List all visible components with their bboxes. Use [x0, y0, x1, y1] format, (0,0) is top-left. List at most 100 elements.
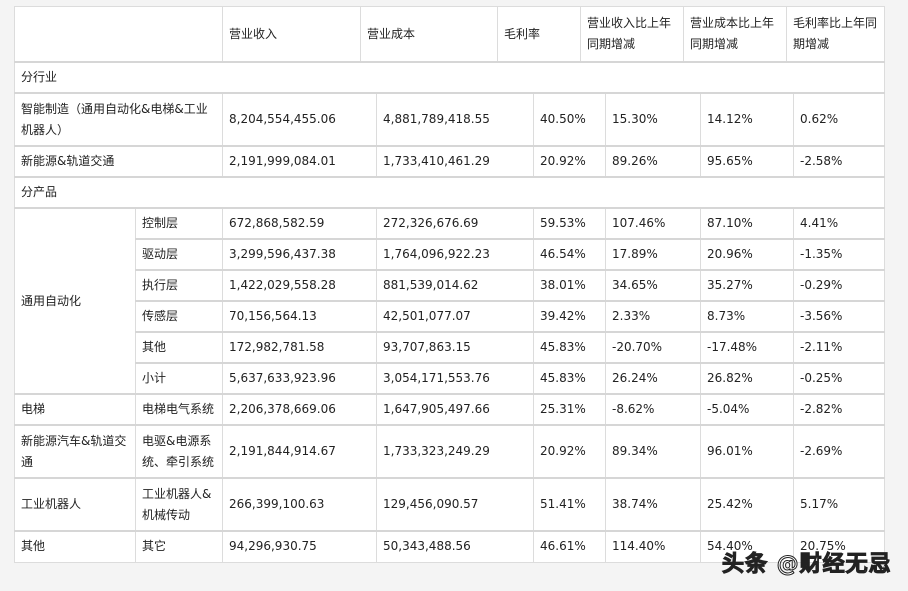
cost-yoy-cell: 35.27% — [700, 269, 794, 302]
gross-margin-cell: 39.42% — [533, 300, 606, 333]
table-row: 新能源&轨道交通 2,191,999,084.01 1,733,410,461.29… — [14, 145, 886, 178]
gross-margin-cell: 59.53% — [533, 207, 606, 240]
cost-cell: 1,647,905,497.66 — [376, 393, 534, 426]
revenue-yoy-cell: 2.33% — [605, 300, 701, 333]
gross-margin-cell: 45.83% — [533, 362, 606, 395]
revenue-cell: 8,204,554,455.06 — [222, 92, 377, 147]
cost-cell: 1,764,096,922.23 — [376, 238, 534, 271]
table-row: 电梯 电梯电气系统 2,206,378,669.06 1,647,905,497.66… — [14, 393, 886, 426]
group-cell: 通用自动化 — [14, 207, 136, 395]
column-header: 毛利率比上年同期增减 — [786, 6, 885, 62]
revenue-yoy-cell: 107.46% — [605, 207, 701, 240]
section-row: 分产品 — [13, 176, 886, 209]
watermark: 头条 @财经无忌 — [722, 552, 892, 578]
section-row: 分行业 — [13, 61, 886, 94]
gross-margin-cell: 25.31% — [533, 393, 606, 426]
cost-cell: 881,539,014.62 — [376, 269, 534, 302]
cost-yoy-cell: -17.48% — [700, 331, 794, 364]
table-row: 通用自动化 控制层 672,868,582.59 272,326,676.69 59.5… — [14, 207, 886, 395]
gross-margin-cell: 38.01% — [533, 269, 606, 302]
margin-yoy-cell: -0.25% — [792, 362, 886, 395]
revenue-yoy-cell: 34.65% — [605, 269, 701, 302]
column-header — [14, 6, 223, 62]
cost-yoy-cell: 95.65% — [700, 145, 794, 178]
margin-yoy-cell: -2.82% — [792, 393, 886, 426]
cost-yoy-cell: 26.82% — [700, 362, 794, 395]
revenue-yoy-cell: 15.30% — [605, 92, 701, 147]
margin-yoy-cell: -2.69% — [792, 424, 886, 479]
cost-cell: 272,326,676.69 — [376, 207, 534, 240]
revenue-cell: 70,156,564.13 — [222, 300, 377, 333]
product-cell: 执行层 — [135, 269, 223, 302]
revenue-cell: 3,299,596,437.38 — [222, 238, 377, 271]
table-row: 小计 5,637,633,923.96 3,054,171,553.76 45.83%… — [15, 362, 886, 395]
gross-margin-cell: 46.54% — [533, 238, 606, 271]
margin-yoy-cell: 0.62% — [792, 92, 886, 147]
section-title: 分产品 — [13, 176, 886, 209]
revenue-cell: 1,422,029,558.28 — [222, 269, 377, 302]
margin-yoy-cell: 20.75% — [792, 530, 886, 563]
revenue-cell: 5,637,633,923.96 — [222, 362, 377, 395]
cost-yoy-cell: 25.42% — [700, 477, 794, 532]
cost-cell: 129,456,090.57 — [376, 477, 534, 532]
revenue-cell: 2,206,378,669.06 — [222, 393, 377, 426]
cost-cell: 50,343,488.56 — [376, 530, 534, 563]
cost-yoy-cell: -5.04% — [700, 393, 794, 426]
column-header: 营业成本 — [360, 6, 498, 62]
table-header: 营业收入 营业成本 毛利率 营业收入比上年同期增减 营业成本比上年同期增减 毛利率比上年同… — [14, 6, 885, 62]
cost-yoy-cell: 54.40% — [700, 530, 794, 563]
product-cell: 驱动层 — [135, 238, 223, 271]
cost-yoy-cell: 87.10% — [700, 207, 794, 240]
table-row: 智能制造（通用自动化&电梯&工业机器人） 8,204,554,455.06 4,88… — [14, 92, 886, 147]
group-cell: 电梯 — [14, 393, 136, 426]
cost-cell: 93,707,863.15 — [376, 331, 534, 364]
cost-yoy-cell: 20.96% — [700, 238, 794, 271]
revenue-cell: 672,868,582.59 — [222, 207, 377, 240]
revenue-cell: 94,296,930.75 — [222, 530, 377, 563]
margin-yoy-cell: -2.58% — [792, 145, 886, 178]
column-header: 营业收入 — [222, 6, 361, 62]
table-row: 传感层 70,156,564.13 42,501,077.07 39.42% 2.33%… — [15, 300, 886, 333]
revenue-cell: 2,191,999,084.01 — [222, 145, 377, 178]
gross-margin-cell: 51.41% — [533, 477, 606, 532]
product-cell: 工业机器人&机械传动 — [135, 477, 223, 532]
revenue-yoy-cell: 17.89% — [605, 238, 701, 271]
revenue-yoy-cell: 26.24% — [605, 362, 701, 395]
revenue-cell: 266,399,100.63 — [222, 477, 377, 532]
table-row: 工业机器人 工业机器人&机械传动 266,399,100.63 129,456,090… — [14, 477, 886, 532]
product-cell: 控制层 — [135, 207, 223, 240]
cost-cell: 4,881,789,418.55 — [376, 92, 534, 147]
gross-margin-cell: 46.61% — [533, 530, 606, 563]
column-header: 毛利率 — [497, 6, 581, 62]
margin-yoy-cell: 4.41% — [792, 207, 886, 240]
margin-yoy-cell: -0.29% — [792, 269, 886, 302]
product-cell: 其它 — [135, 530, 223, 563]
gross-margin-cell: 40.50% — [533, 92, 606, 147]
industry-cell: 新能源&轨道交通 — [14, 145, 223, 178]
revenue-yoy-cell: 38.74% — [605, 477, 701, 532]
product-cell: 电梯电气系统 — [135, 393, 223, 426]
group-cell: 其他 — [14, 530, 136, 563]
margin-yoy-cell: -1.35% — [792, 238, 886, 271]
cost-cell: 3,054,171,553.76 — [376, 362, 534, 395]
revenue-yoy-cell: 114.40% — [605, 530, 701, 563]
product-cell: 电驱&电源系统、牵引系统 — [135, 424, 223, 479]
industry-cell: 智能制造（通用自动化&电梯&工业机器人） — [14, 92, 223, 147]
revenue-yoy-cell: 89.26% — [605, 145, 701, 178]
revenue-table: 分行业 智能制造（通用自动化&电梯&工业机器人） 8,204,554,455.06 4… — [13, 61, 886, 563]
table-row: 执行层 1,422,029,558.28 881,539,014.62 38.01% 3… — [15, 269, 886, 302]
margin-yoy-cell: 5.17% — [792, 477, 886, 532]
column-header: 营业成本比上年同期增减 — [683, 6, 787, 62]
cost-cell: 1,733,323,249.29 — [376, 424, 534, 479]
revenue-yoy-cell: -8.62% — [605, 393, 701, 426]
cost-yoy-cell: 8.73% — [700, 300, 794, 333]
section-title: 分行业 — [13, 61, 886, 94]
product-cell: 传感层 — [135, 300, 223, 333]
cost-yoy-cell: 14.12% — [700, 92, 794, 147]
revenue-yoy-cell: -20.70% — [605, 331, 701, 364]
gross-margin-cell: 20.92% — [533, 424, 606, 479]
margin-yoy-cell: -2.11% — [792, 331, 886, 364]
revenue-yoy-cell: 89.34% — [605, 424, 701, 479]
product-cell: 其他 — [135, 331, 223, 364]
cost-cell: 42,501,077.07 — [376, 300, 534, 333]
